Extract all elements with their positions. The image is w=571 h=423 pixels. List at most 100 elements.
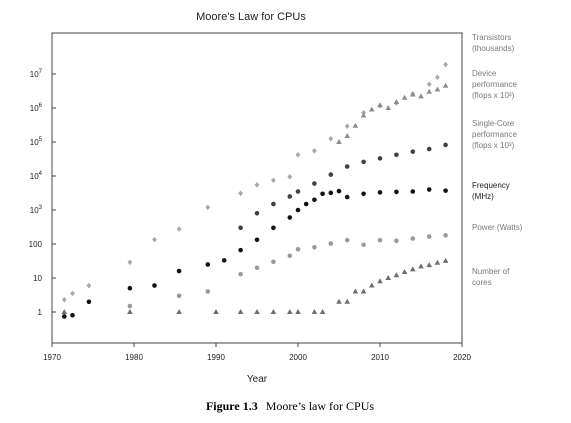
data-point <box>152 283 157 288</box>
data-point <box>377 190 383 195</box>
y-tick-label: 1 <box>38 308 43 317</box>
data-point <box>393 272 400 278</box>
x-tick-label: 2000 <box>289 353 307 362</box>
data-point <box>410 266 416 272</box>
y-tick-label: 100 <box>29 240 43 249</box>
series-1 <box>336 82 449 144</box>
data-point <box>328 135 334 142</box>
x-tick-label: 2010 <box>371 353 389 362</box>
data-point <box>254 182 260 188</box>
data-point <box>443 61 448 68</box>
legend-label-line: performance <box>472 80 517 89</box>
data-marks <box>61 61 449 319</box>
data-point <box>238 247 243 253</box>
data-point <box>205 289 211 294</box>
data-point <box>418 93 424 99</box>
data-point <box>295 207 301 213</box>
data-point <box>426 81 432 88</box>
data-point <box>176 293 182 299</box>
data-point <box>328 190 334 196</box>
data-point <box>295 189 301 194</box>
data-point <box>271 225 276 231</box>
y-tick-label-base: 1 <box>38 308 43 317</box>
data-point <box>205 204 211 211</box>
data-point <box>418 263 424 269</box>
data-point <box>360 112 367 118</box>
data-point <box>320 191 325 197</box>
data-point <box>70 312 75 318</box>
data-point <box>344 194 350 200</box>
data-point <box>352 288 359 294</box>
data-point <box>385 105 391 110</box>
data-point <box>213 309 219 314</box>
data-point <box>61 309 68 314</box>
data-point <box>385 275 391 280</box>
data-point <box>344 133 350 139</box>
series-2 <box>238 142 448 231</box>
data-point <box>394 189 399 195</box>
data-point <box>336 298 342 304</box>
data-point <box>344 298 350 304</box>
legend-label-line: Transistors <box>472 33 511 42</box>
data-point <box>443 188 448 193</box>
data-point <box>426 88 432 94</box>
data-point <box>312 244 317 250</box>
data-point <box>152 236 157 243</box>
data-point <box>237 309 244 314</box>
legend-label-line: (flops x 10³) <box>472 91 515 100</box>
y-tick-label: 10 <box>33 274 42 283</box>
y-tick-label-base: 100 <box>29 240 43 249</box>
data-point <box>344 164 350 169</box>
data-point <box>312 181 317 186</box>
data-point <box>61 296 67 303</box>
data-point <box>394 152 399 158</box>
data-point <box>336 139 342 144</box>
data-point <box>361 191 366 197</box>
x-tick-label: 1970 <box>43 353 61 362</box>
data-point <box>360 288 367 294</box>
legend-label-line: Device <box>472 69 497 78</box>
legend-entry: Number of cores <box>472 267 510 287</box>
data-point <box>410 236 416 241</box>
data-point <box>287 194 293 199</box>
y-tick-label-exponent: 7 <box>39 69 43 75</box>
data-point <box>401 269 408 275</box>
data-point <box>443 142 448 148</box>
y-tick-label: 107 <box>30 69 43 79</box>
y-tick-label-base: 10 <box>30 206 39 215</box>
data-point <box>295 309 301 314</box>
data-point <box>328 241 334 246</box>
data-point <box>435 74 440 81</box>
y-tick-label-base: 10 <box>30 70 39 79</box>
data-point <box>336 188 342 194</box>
data-point <box>205 262 211 267</box>
data-point <box>312 197 317 203</box>
data-point <box>86 282 92 289</box>
data-point <box>312 148 317 154</box>
x-tick-label: 1980 <box>125 353 143 362</box>
y-tick-label: 105 <box>30 137 43 147</box>
legend-label-line: Single-Core <box>472 119 515 128</box>
data-point <box>221 258 227 263</box>
y-tick-label: 106 <box>30 103 43 113</box>
data-point <box>344 123 350 130</box>
data-point <box>295 152 301 158</box>
data-point <box>303 201 309 207</box>
data-point <box>377 102 383 108</box>
data-point <box>426 187 432 192</box>
x-axis-label: Year <box>247 374 268 385</box>
series-5 <box>61 257 449 314</box>
legend: Transistors (thousands) Device performance (… <box>472 33 523 287</box>
data-point <box>352 122 359 128</box>
series-0 <box>61 61 448 303</box>
data-point <box>442 257 449 263</box>
data-point <box>426 262 432 268</box>
legend-entry: Device performance (flops x 10³) <box>472 69 517 100</box>
legend-label-line: (flops x 10³) <box>472 141 515 150</box>
y-tick-label: 103 <box>30 205 43 215</box>
data-point <box>410 189 416 194</box>
data-point <box>271 201 276 207</box>
chart-title: Moore's Law for CPUs <box>196 11 306 23</box>
data-point <box>86 299 92 305</box>
data-point <box>426 146 432 152</box>
